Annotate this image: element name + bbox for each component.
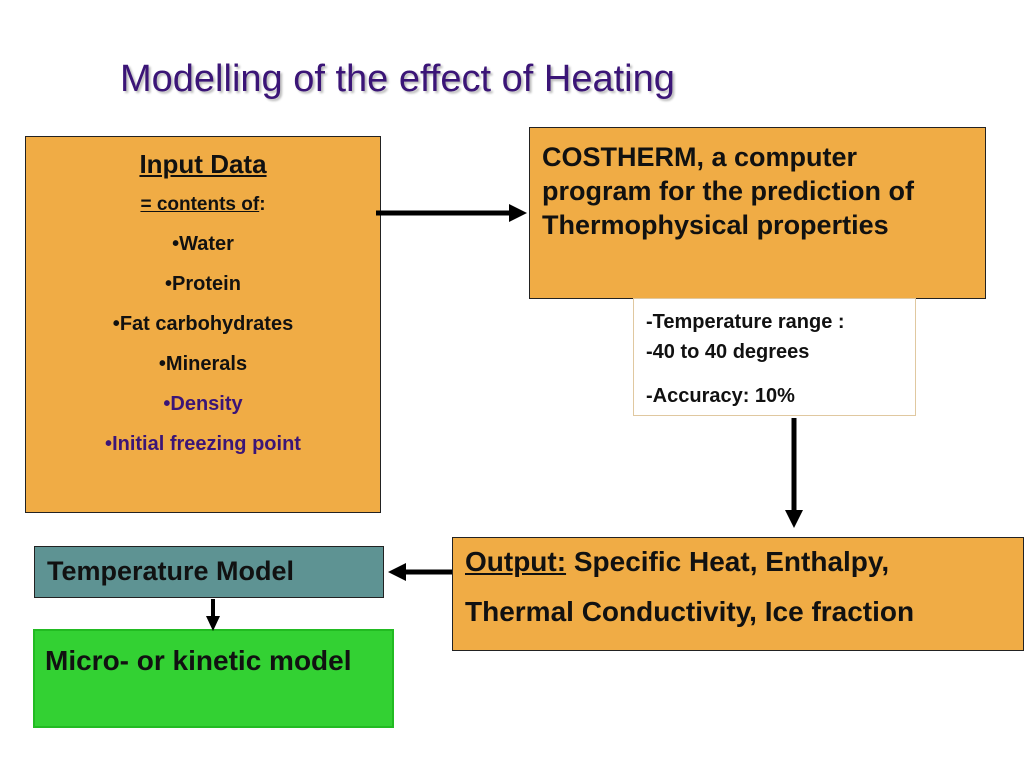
output-text-2: Thermal Conductivity, Ice fraction — [465, 596, 915, 627]
list-item: •Initial freezing point — [26, 433, 380, 456]
micro-kinetic-model-box: Micro- or kinetic model — [33, 629, 394, 728]
list-item-label: Water — [179, 233, 234, 255]
input-data-box: Input Data = contents of: •Water •Protei… — [25, 136, 381, 513]
list-item-label: Density — [170, 393, 243, 415]
input-data-subheading: = contents of: — [26, 194, 380, 216]
temperature-model-box: Temperature Model — [34, 546, 384, 598]
contents-of-label: = contents of — [140, 194, 260, 215]
page-title: Modelling of the effect of Heating — [120, 58, 675, 100]
temperature-range-value: -40 to 40 degrees — [646, 341, 810, 363]
list-item: •Protein — [26, 273, 380, 296]
bullet: • — [158, 353, 166, 375]
output-line-1: Output: Specific Heat, Enthalpy, — [465, 546, 1011, 578]
bullet: • — [172, 233, 180, 255]
list-item: •Water — [26, 233, 380, 256]
list-item-label: Initial freezing point — [112, 433, 301, 455]
bullet: • — [105, 433, 113, 455]
temperature-model-label: Temperature Model — [47, 556, 295, 586]
costherm-box: COSTHERM, a computer program for the pre… — [529, 127, 986, 299]
temperature-range-box: -Temperature range : -40 to 40 degrees -… — [633, 298, 916, 416]
list-item: •Minerals — [26, 353, 380, 376]
list-item: •Fat carbohydrates — [26, 313, 380, 336]
colon: : — [259, 194, 266, 215]
arrow-range-to-output — [785, 418, 803, 528]
bullet: • — [163, 393, 171, 415]
list-item-label: Minerals — [165, 353, 248, 375]
temperature-range-label: -Temperature range : — [646, 311, 845, 333]
bullet: • — [165, 273, 173, 295]
micro-kinetic-model-label: Micro- or kinetic model — [45, 645, 352, 676]
input-data-heading: Input Data — [139, 149, 267, 179]
bullet: • — [112, 313, 120, 335]
costherm-text: COSTHERM, a computer program for the pre… — [542, 142, 915, 241]
accuracy-label: -Accuracy: 10% — [646, 385, 795, 407]
arrow-input-to-costherm — [376, 204, 527, 222]
list-item-label: Protein — [172, 273, 241, 295]
arrow-temperature-to-micro-model — [206, 599, 220, 631]
output-label: Output: — [465, 546, 567, 577]
list-item-label: Fat carbohydrates — [119, 313, 294, 335]
output-box: Output: Specific Heat, Enthalpy, Thermal… — [452, 537, 1024, 651]
list-item: •Density — [26, 393, 380, 416]
output-text-1: Specific Heat, Enthalpy, — [573, 546, 890, 577]
arrow-output-to-temperature-model — [388, 563, 452, 581]
